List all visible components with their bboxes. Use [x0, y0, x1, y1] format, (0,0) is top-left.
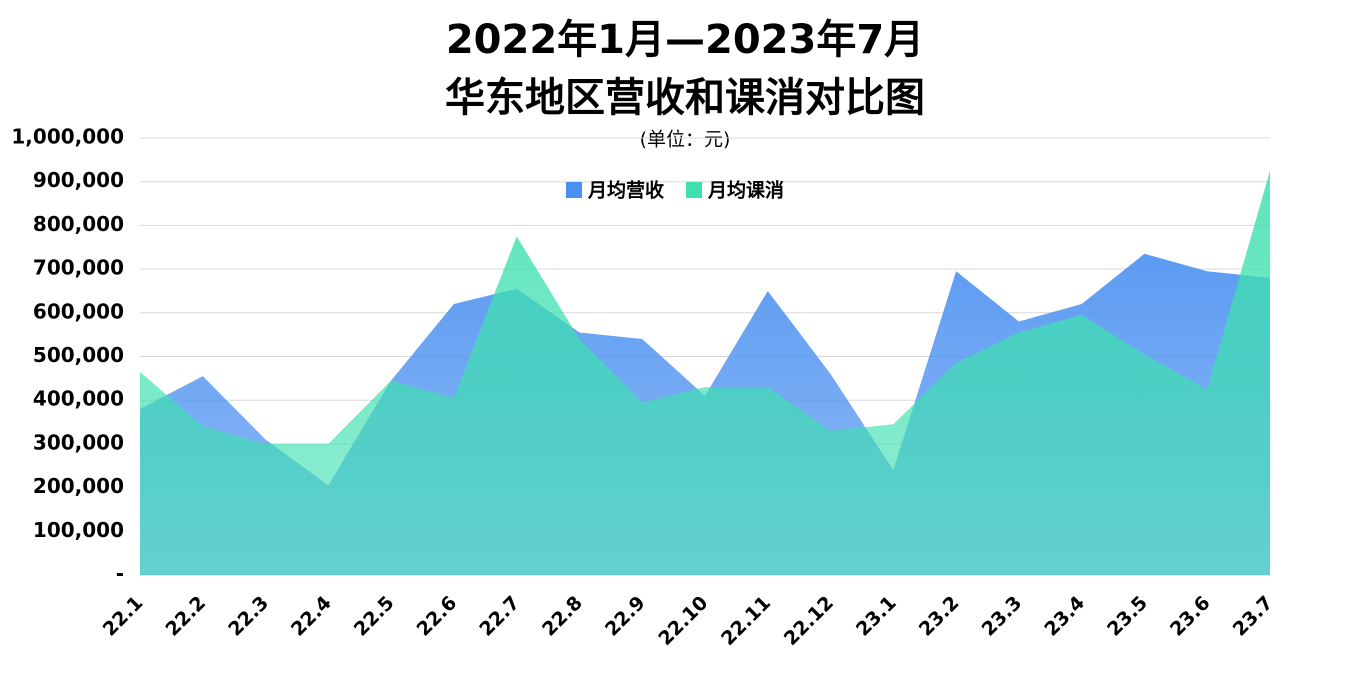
x-tick-label: 22.4: [287, 592, 336, 641]
y-tick-label: -: [116, 562, 124, 586]
x-tick-label: 22.10: [654, 592, 712, 650]
x-tick-label: 23.4: [1040, 592, 1089, 641]
chart-title: 2022年1月—2023年7月: [446, 17, 924, 63]
y-tick-label: 800,000: [33, 212, 124, 236]
x-tick-label: 22.2: [161, 592, 210, 641]
y-tick-label: 900,000: [33, 168, 124, 192]
y-tick-label: 500,000: [33, 343, 124, 367]
y-tick-label: 700,000: [33, 256, 124, 280]
legend-label: 月均课消: [707, 179, 784, 202]
x-tick-label: 22.12: [780, 592, 838, 650]
chart-title: 华东地区营收和课消对比图: [445, 75, 925, 121]
x-tick-label: 23.2: [915, 592, 964, 641]
legend-label: 月均营收: [587, 179, 664, 202]
x-tick-label: 22.6: [413, 592, 462, 641]
y-tick-label: 200,000: [33, 474, 124, 498]
y-tick-label: 100,000: [33, 518, 124, 542]
legend-swatch: [686, 182, 703, 198]
y-tick-label: 1,000,000: [11, 125, 124, 149]
x-tick-label: 22.1: [99, 592, 148, 641]
y-tick-label: 600,000: [33, 299, 124, 323]
y-tick-label: 400,000: [33, 387, 124, 411]
x-tick-label: 23.7: [1229, 592, 1278, 641]
legend-swatch: [566, 182, 582, 198]
x-tick-label: 22.8: [538, 592, 587, 641]
y-tick-label: 300,000: [33, 430, 124, 454]
chart-subtitle: (单位：元): [640, 129, 731, 151]
x-tick-label: 23.1: [852, 592, 901, 641]
area: [140, 170, 1270, 575]
x-tick-label: 23.6: [1166, 592, 1215, 641]
x-tick-label: 23.5: [1103, 592, 1152, 641]
x-tick-label: 22.5: [350, 592, 399, 641]
x-tick-label: 22.3: [224, 592, 273, 641]
x-tick-label: 22.9: [601, 592, 650, 641]
x-tick-label: 23.3: [978, 592, 1027, 641]
x-tick-label: 22.7: [475, 592, 524, 641]
x-tick-label: 22.11: [717, 592, 775, 650]
